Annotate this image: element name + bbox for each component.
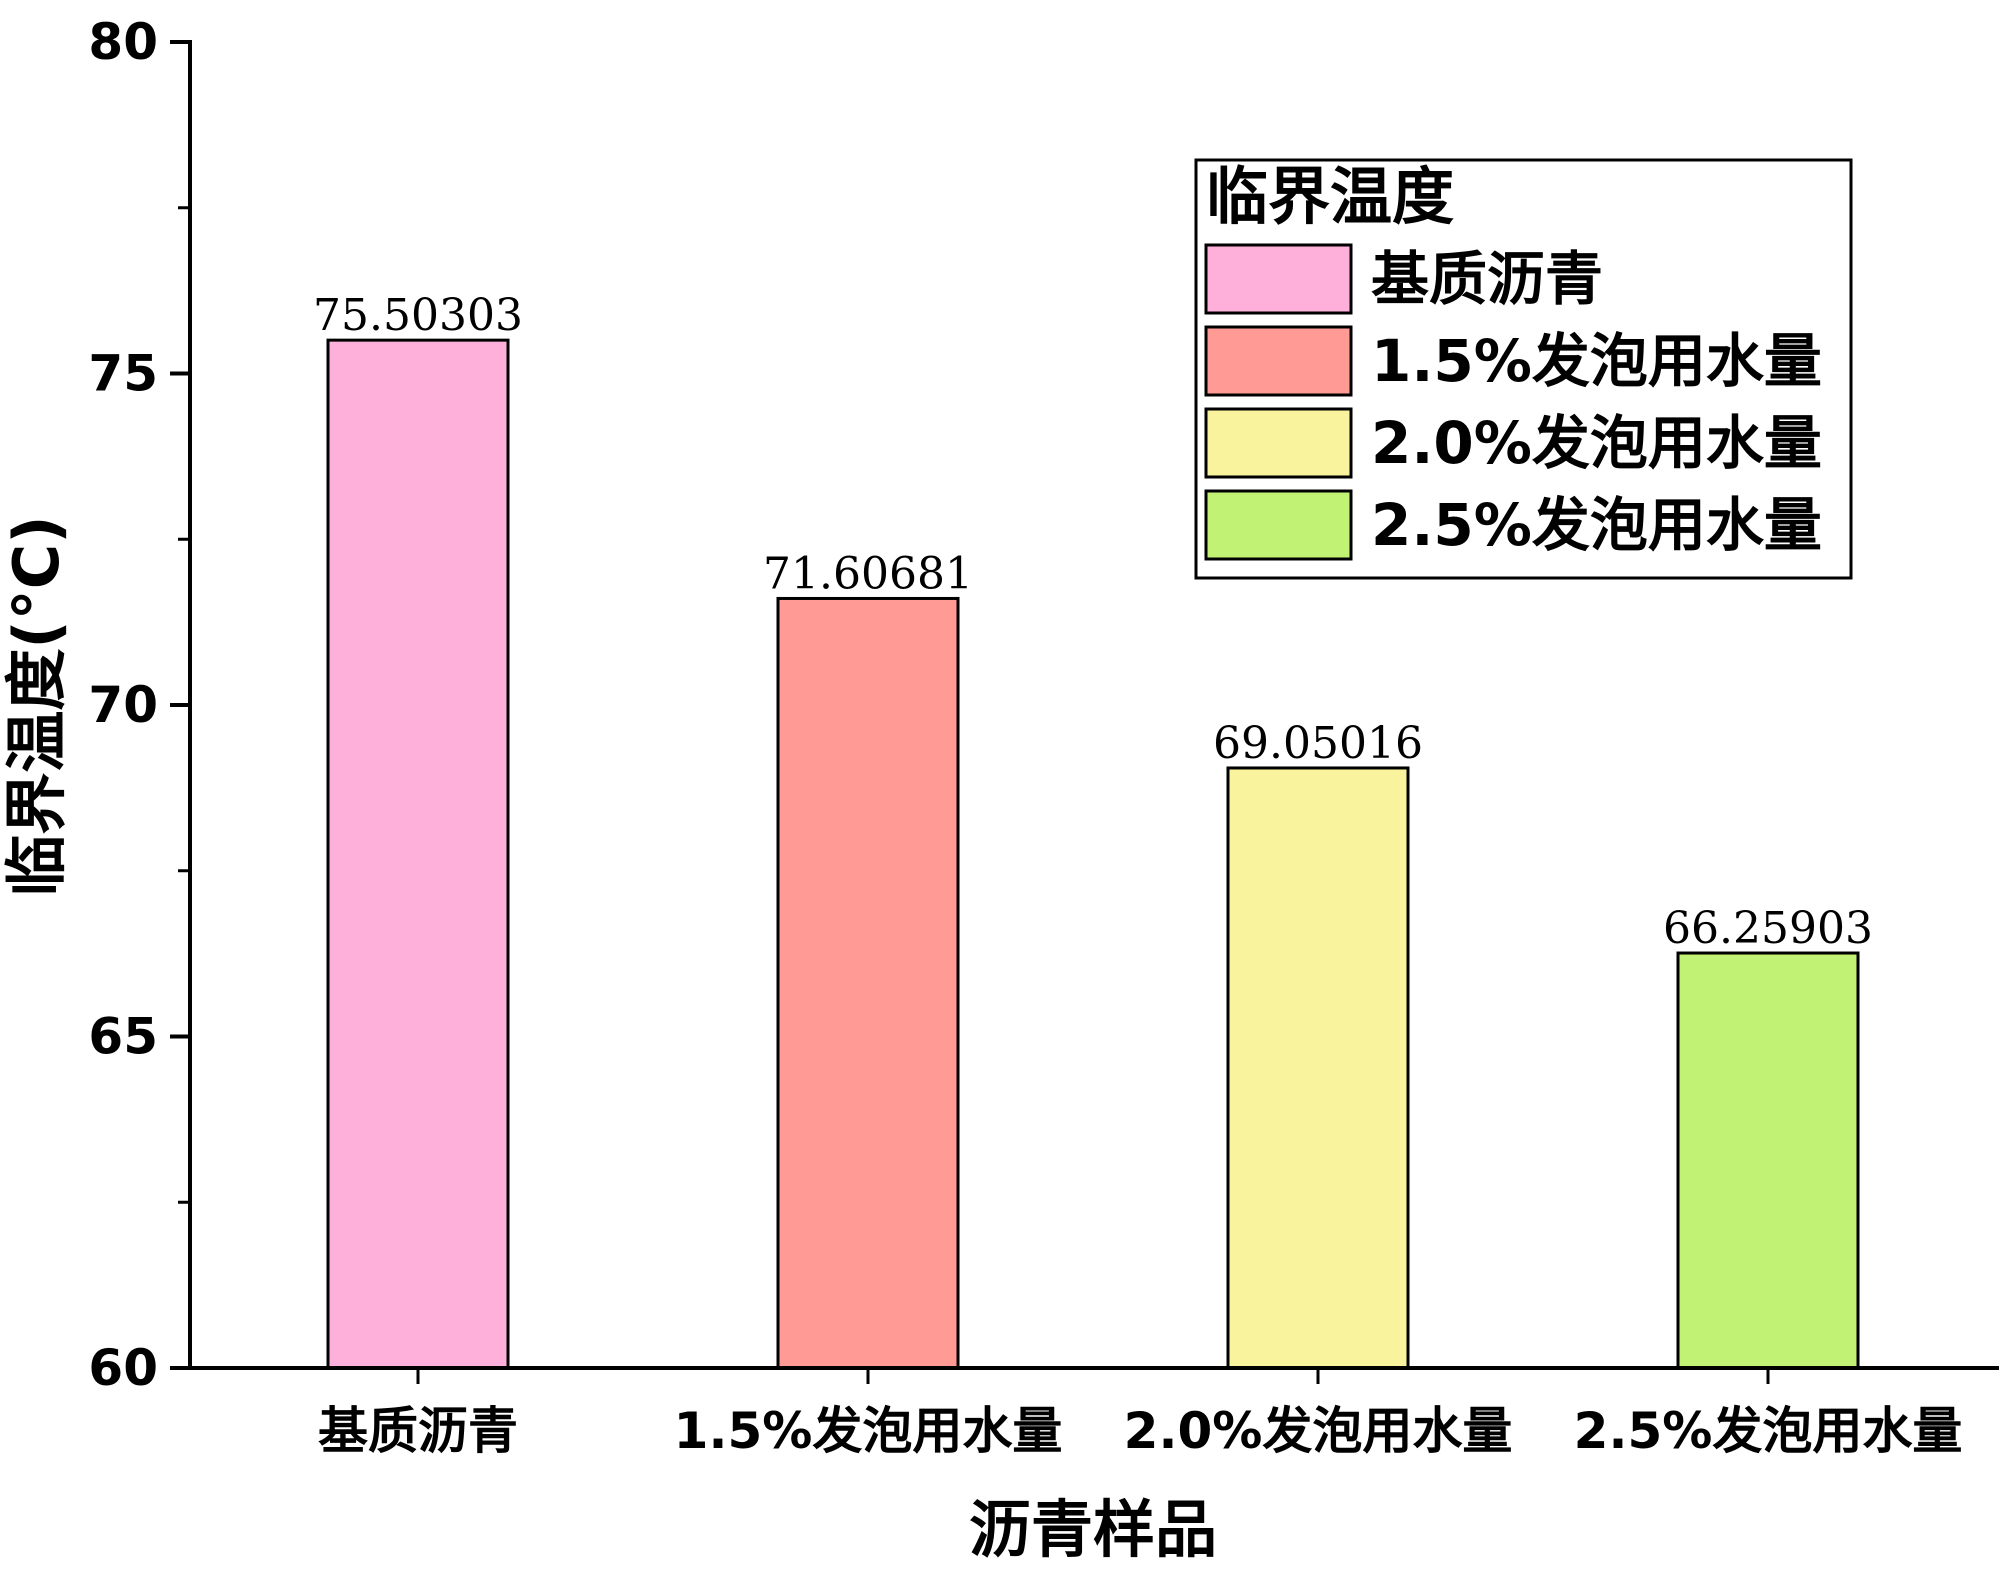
legend-swatch-0 (1204, 243, 1353, 315)
legend-label-2: 2.0%发泡用水量 (1371, 409, 1822, 477)
y-tick-label-1: 65 (88, 1008, 158, 1066)
bars-layer (326, 338, 1860, 1370)
data-label-1: 71.60681 (763, 548, 973, 599)
bar-1 (776, 596, 960, 1370)
axes-layer: 基质沥青 1.5%发泡用水量 2.0%发泡用水量 2.5%发泡用水量 60 65 70 75 8… (88, 13, 1999, 1460)
y-tick-label-3: 75 (88, 345, 158, 403)
data-label-0: 75.50303 (313, 290, 523, 341)
y-tick-label-4: 80 (88, 13, 158, 71)
legend-title: 临界温度 (1206, 160, 1454, 233)
legend-swatch-3 (1204, 489, 1353, 561)
x-axis-title: 沥青样品 (969, 1493, 1217, 1566)
legend-swatch-1 (1204, 325, 1353, 397)
legend-items: 基质沥青 1.5%发泡用水量 2.0%发泡用水量 2.5%发泡用水量 (1204, 243, 1822, 561)
y-tick-label-0: 60 (88, 1339, 158, 1397)
x-tick-label-1: 1.5%发泡用水量 (674, 1402, 1063, 1460)
data-label-3: 66.25903 (1663, 903, 1873, 954)
y-axis-title: 临界温度(°C) (0, 515, 73, 896)
legend-label-3: 2.5%发泡用水量 (1371, 491, 1822, 559)
legend-label-0: 基质沥青 (1371, 245, 1603, 313)
x-tick-label-2: 2.0%发泡用水量 (1124, 1402, 1513, 1460)
y-tick-label-2: 70 (88, 676, 158, 734)
data-labels-layer: 75.50303 71.60681 69.05016 66.25903 (313, 290, 1873, 954)
legend: 临界温度 基质沥青 1.5%发泡用水量 2.0%发泡用水量 2.5%发泡用水量 (1194, 158, 1853, 580)
legend-label-1: 1.5%发泡用水量 (1371, 327, 1822, 395)
bar-3 (1676, 951, 1860, 1370)
x-tick-label-0: 基质沥青 (318, 1402, 518, 1460)
bar-2 (1226, 766, 1410, 1370)
data-label-2: 69.05016 (1213, 718, 1423, 769)
x-tick-label-3: 2.5%发泡用水量 (1574, 1402, 1963, 1460)
legend-swatch-2 (1204, 407, 1353, 479)
bar-0 (326, 338, 510, 1370)
